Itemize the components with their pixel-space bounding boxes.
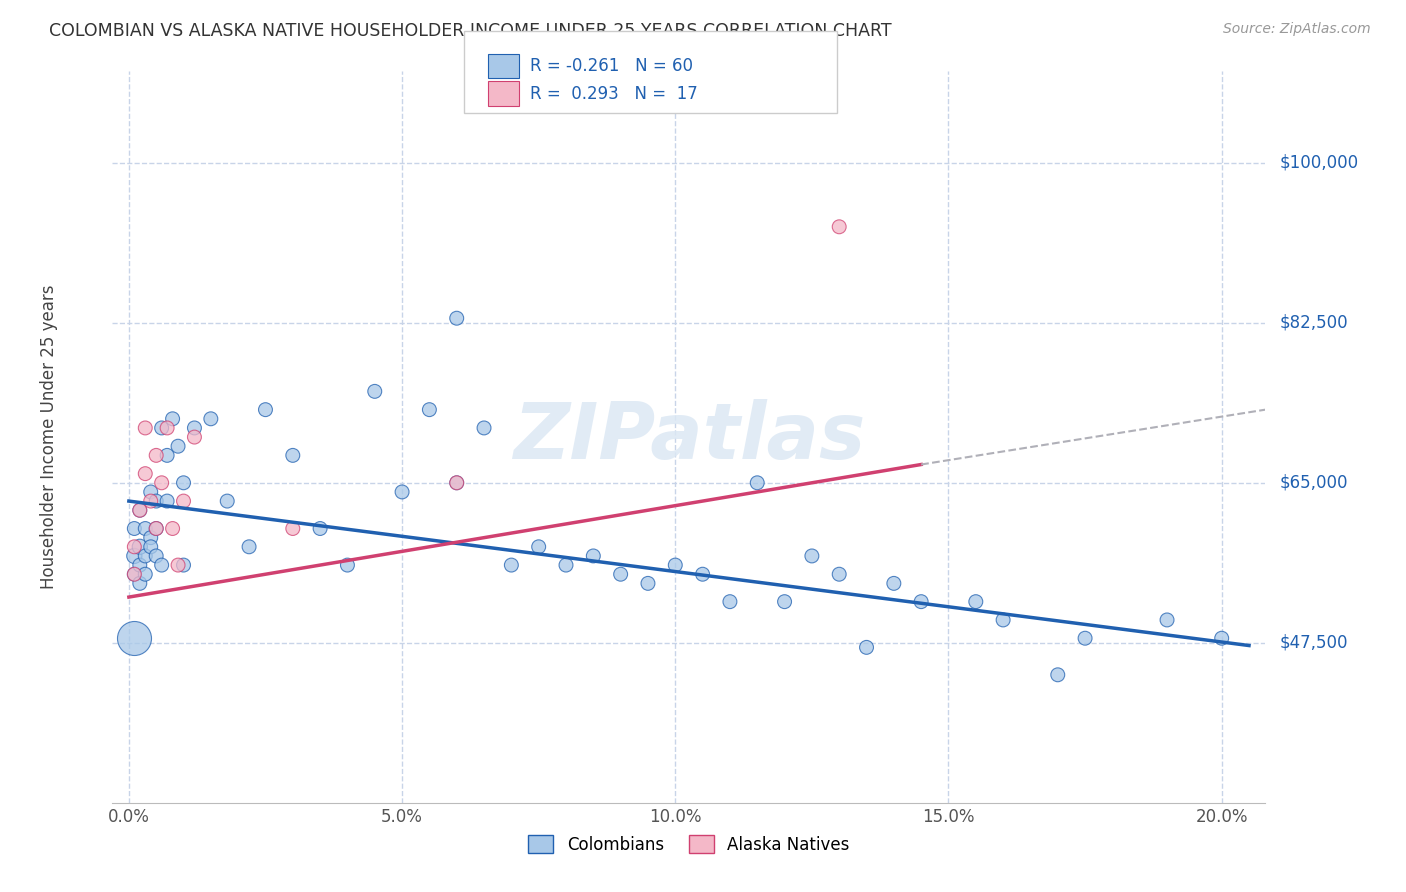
Point: [145, 448, 167, 462]
Point: [692, 567, 714, 582]
Point: [446, 311, 468, 326]
Point: [183, 430, 205, 444]
Point: [173, 475, 195, 490]
Text: R =  0.293   N =  17: R = 0.293 N = 17: [530, 85, 697, 103]
Point: [139, 494, 162, 508]
Point: [150, 475, 173, 490]
Point: [637, 576, 659, 591]
Point: [134, 421, 156, 435]
Point: [128, 558, 150, 573]
Point: [150, 558, 173, 573]
Point: [1046, 667, 1069, 681]
Point: [167, 558, 190, 573]
Point: [183, 421, 205, 435]
Point: [910, 594, 932, 608]
Point: [134, 521, 156, 535]
Point: [139, 484, 162, 499]
Point: [527, 540, 550, 554]
Text: Source: ZipAtlas.com: Source: ZipAtlas.com: [1223, 22, 1371, 37]
Text: $82,500: $82,500: [1279, 314, 1348, 332]
Point: [364, 384, 387, 399]
Point: [145, 521, 167, 535]
Point: [281, 521, 304, 535]
Point: [828, 567, 851, 582]
Point: [145, 521, 167, 535]
Point: [200, 411, 222, 425]
Point: [281, 448, 304, 462]
Point: [128, 503, 150, 517]
Point: [162, 521, 184, 535]
Text: COLOMBIAN VS ALASKA NATIVE HOUSEHOLDER INCOME UNDER 25 YEARS CORRELATION CHART: COLOMBIAN VS ALASKA NATIVE HOUSEHOLDER I…: [49, 22, 891, 40]
Point: [217, 494, 239, 508]
Point: [167, 439, 190, 453]
Point: [124, 549, 146, 563]
Text: $47,500: $47,500: [1279, 634, 1348, 652]
Point: [145, 549, 167, 563]
Point: [991, 613, 1014, 627]
Point: [828, 219, 851, 234]
Point: [855, 640, 877, 655]
Point: [472, 421, 495, 435]
Point: [555, 558, 578, 573]
Point: [965, 594, 987, 608]
Point: [128, 503, 150, 517]
Point: [124, 521, 146, 535]
Point: [773, 594, 796, 608]
Text: ZIPatlas: ZIPatlas: [513, 399, 865, 475]
Text: R = -0.261   N = 60: R = -0.261 N = 60: [530, 57, 693, 75]
Point: [446, 475, 468, 490]
Point: [128, 540, 150, 554]
Point: [139, 531, 162, 545]
Point: [134, 549, 156, 563]
Point: [124, 631, 146, 645]
Point: [134, 467, 156, 481]
Point: [124, 567, 146, 582]
Point: [162, 411, 184, 425]
Point: [134, 567, 156, 582]
Point: [156, 448, 179, 462]
Point: [124, 540, 146, 554]
Point: [1074, 631, 1097, 645]
Point: [664, 558, 686, 573]
Point: [156, 421, 179, 435]
Point: [309, 521, 332, 535]
Point: [718, 594, 741, 608]
Point: [173, 494, 195, 508]
Point: [1156, 613, 1178, 627]
Point: [391, 484, 413, 499]
Text: $100,000: $100,000: [1279, 153, 1358, 172]
Point: [156, 494, 179, 508]
Point: [883, 576, 905, 591]
Point: [336, 558, 359, 573]
Point: [145, 494, 167, 508]
Point: [124, 567, 146, 582]
Point: [139, 540, 162, 554]
Point: [501, 558, 523, 573]
Point: [150, 421, 173, 435]
Text: $65,000: $65,000: [1279, 474, 1348, 491]
Point: [747, 475, 769, 490]
Point: [582, 549, 605, 563]
Point: [418, 402, 440, 417]
Point: [609, 567, 631, 582]
Point: [254, 402, 277, 417]
Point: [800, 549, 823, 563]
Point: [128, 576, 150, 591]
Legend: Colombians, Alaska Natives: Colombians, Alaska Natives: [522, 829, 856, 860]
Text: Householder Income Under 25 years: Householder Income Under 25 years: [39, 285, 58, 590]
Point: [1211, 631, 1233, 645]
Point: [173, 558, 195, 573]
Point: [238, 540, 260, 554]
Point: [446, 475, 468, 490]
